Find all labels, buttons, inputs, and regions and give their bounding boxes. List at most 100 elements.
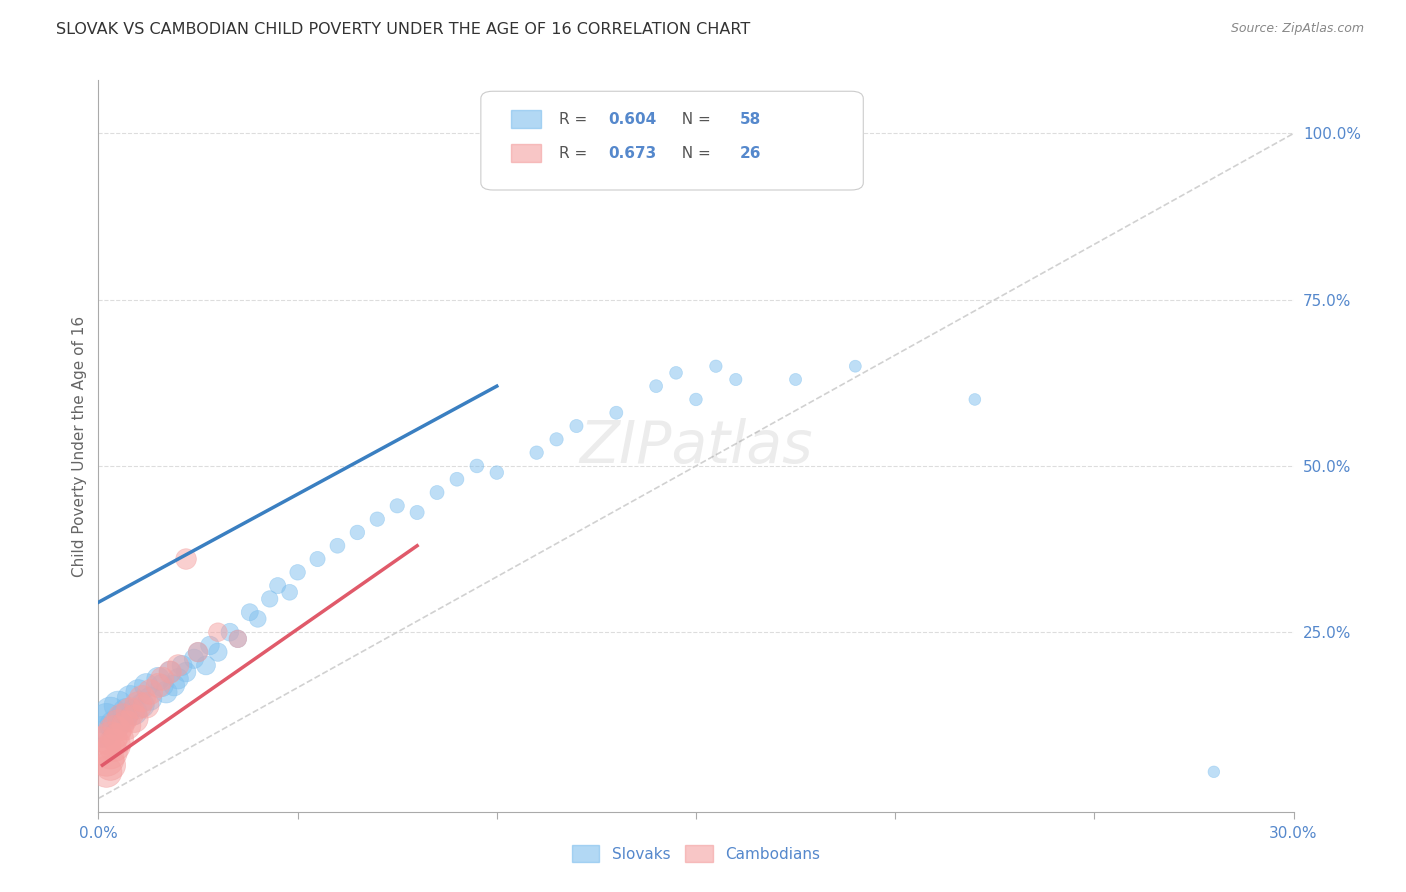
Point: [685, 392, 707, 407]
Point: [100, 705, 122, 719]
Point: [111, 712, 134, 726]
Text: Source: ZipAtlas.com: Source: ZipAtlas.com: [1230, 22, 1364, 36]
Point: [131, 691, 153, 706]
Point: [167, 658, 190, 673]
Point: [465, 458, 488, 473]
Point: [183, 652, 205, 666]
Point: [219, 625, 242, 640]
Point: [565, 419, 588, 434]
Point: [163, 678, 186, 692]
Point: [155, 685, 177, 699]
Text: ZIPatlas: ZIPatlas: [579, 417, 813, 475]
Point: [187, 645, 209, 659]
Text: 0.673: 0.673: [609, 146, 657, 161]
Point: [187, 645, 209, 659]
Point: [107, 718, 129, 732]
Text: N =: N =: [672, 112, 716, 127]
Point: [127, 698, 149, 713]
Point: [426, 485, 449, 500]
Point: [963, 392, 986, 407]
Point: [103, 725, 125, 739]
Point: [485, 466, 508, 480]
Point: [124, 705, 146, 719]
Point: [107, 731, 129, 746]
Point: [159, 665, 181, 679]
Point: [207, 625, 229, 640]
Point: [307, 552, 329, 566]
Point: [1202, 764, 1225, 779]
Point: [148, 672, 170, 686]
Point: [91, 725, 114, 739]
Point: [267, 579, 290, 593]
Point: [148, 678, 170, 692]
Point: [103, 718, 125, 732]
FancyBboxPatch shape: [481, 91, 863, 190]
Point: [326, 539, 349, 553]
Point: [139, 691, 162, 706]
Point: [366, 512, 388, 526]
Point: [120, 691, 142, 706]
Point: [226, 632, 249, 646]
Point: [626, 160, 648, 174]
Point: [100, 745, 122, 759]
Point: [150, 672, 173, 686]
Text: SLOVAK VS CAMBODIAN CHILD POVERTY UNDER THE AGE OF 16 CORRELATION CHART: SLOVAK VS CAMBODIAN CHILD POVERTY UNDER …: [56, 22, 751, 37]
Point: [167, 672, 190, 686]
Point: [546, 433, 568, 447]
Text: 58: 58: [740, 112, 762, 127]
Point: [100, 731, 122, 746]
Point: [159, 665, 181, 679]
Text: 0.604: 0.604: [609, 112, 657, 127]
Point: [605, 406, 627, 420]
Text: R =: R =: [558, 146, 592, 161]
Point: [278, 585, 301, 599]
Point: [844, 359, 866, 374]
Point: [346, 525, 368, 540]
Point: [198, 639, 221, 653]
Point: [724, 372, 747, 386]
FancyBboxPatch shape: [510, 110, 541, 128]
Point: [115, 718, 138, 732]
Point: [246, 612, 269, 626]
Point: [239, 605, 262, 619]
Point: [127, 685, 149, 699]
Point: [91, 738, 114, 752]
Text: N =: N =: [672, 146, 716, 161]
Point: [135, 698, 157, 713]
Point: [195, 658, 218, 673]
Point: [96, 751, 118, 765]
Point: [172, 658, 194, 673]
Point: [287, 566, 309, 580]
Y-axis label: Child Poverty Under the Age of 16: Child Poverty Under the Age of 16: [72, 316, 87, 576]
Point: [446, 472, 468, 486]
Legend: Slovaks, Cambodians: Slovaks, Cambodians: [564, 837, 828, 870]
Point: [115, 705, 138, 719]
Point: [120, 705, 142, 719]
Point: [107, 698, 129, 713]
Point: [207, 645, 229, 659]
Point: [135, 678, 157, 692]
Point: [665, 366, 688, 380]
FancyBboxPatch shape: [510, 144, 541, 162]
Point: [704, 359, 727, 374]
Point: [111, 712, 134, 726]
Point: [139, 685, 162, 699]
Point: [259, 591, 281, 606]
Point: [103, 738, 125, 752]
Point: [96, 764, 118, 779]
Point: [96, 712, 118, 726]
Point: [526, 445, 548, 459]
Point: [174, 552, 197, 566]
Text: R =: R =: [558, 112, 592, 127]
Point: [406, 506, 429, 520]
Point: [174, 665, 197, 679]
Point: [150, 678, 173, 692]
Point: [645, 379, 668, 393]
Point: [226, 632, 249, 646]
Point: [131, 698, 153, 713]
Point: [385, 499, 409, 513]
Point: [124, 712, 146, 726]
Point: [100, 758, 122, 772]
Text: 26: 26: [740, 146, 762, 161]
Point: [785, 372, 807, 386]
